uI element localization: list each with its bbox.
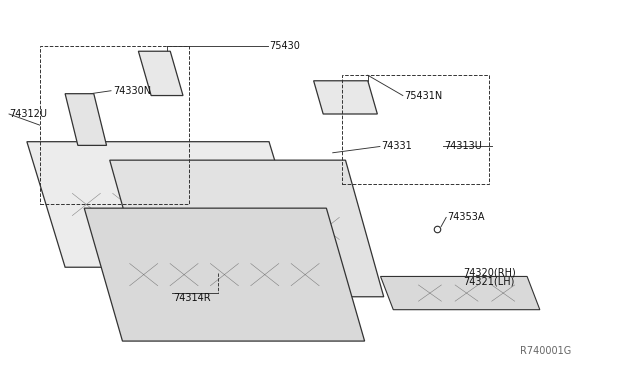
Polygon shape <box>314 81 378 114</box>
Text: 74314R: 74314R <box>173 292 211 302</box>
Polygon shape <box>381 276 540 310</box>
Text: 74321(LH): 74321(LH) <box>463 277 515 287</box>
Text: 74312U: 74312U <box>9 109 47 119</box>
Text: 75430: 75430 <box>269 41 300 51</box>
Polygon shape <box>84 208 365 341</box>
Polygon shape <box>138 51 183 96</box>
Text: R740001G: R740001G <box>520 346 572 356</box>
Polygon shape <box>27 142 307 267</box>
Polygon shape <box>109 160 384 297</box>
Text: 74313U: 74313U <box>444 141 482 151</box>
Text: 75431N: 75431N <box>404 90 442 100</box>
Text: 74330N: 74330N <box>113 86 151 96</box>
Text: 74331: 74331 <box>381 141 412 151</box>
Text: 74320(RH): 74320(RH) <box>463 268 516 278</box>
Text: 74353A: 74353A <box>447 212 485 222</box>
Polygon shape <box>65 94 106 145</box>
